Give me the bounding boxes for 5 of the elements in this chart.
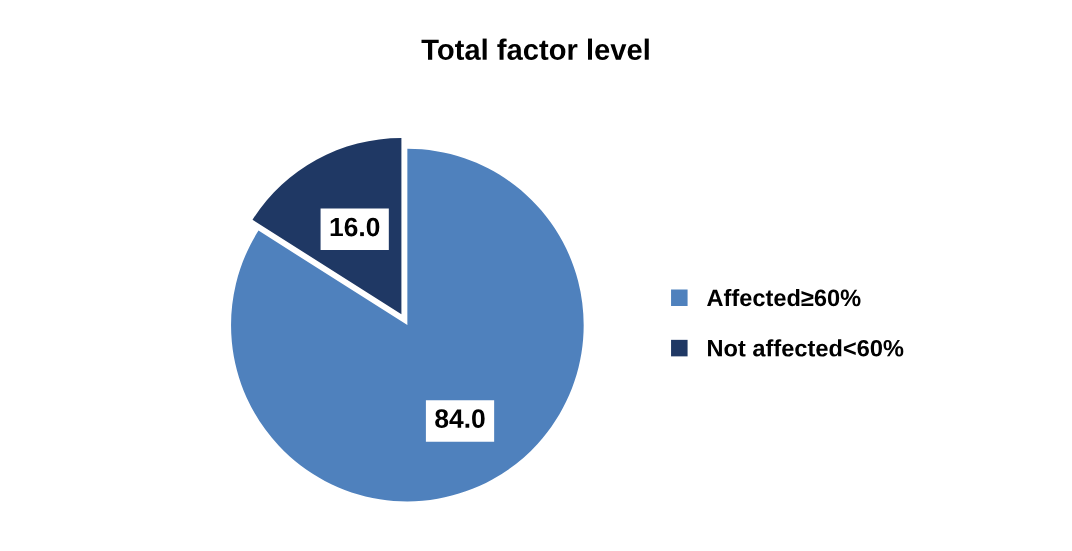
legend-label: Affected≥60%: [707, 288, 861, 307]
data-label: 84.0: [435, 409, 485, 428]
data-label: 16.0: [330, 217, 380, 237]
chart-title: Total factor level: [421, 38, 649, 60]
legend-label: Not affected<60%: [708, 339, 904, 357]
